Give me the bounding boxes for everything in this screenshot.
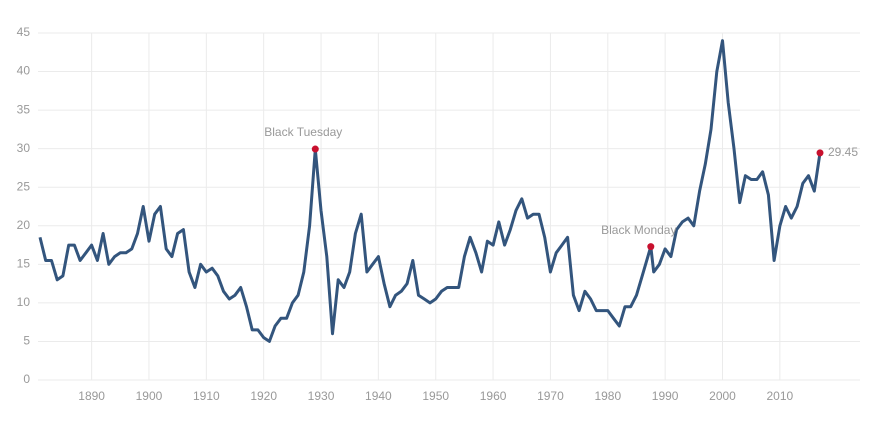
y-tick-label: 20: [17, 218, 31, 232]
x-tick-label: 1900: [136, 389, 163, 403]
end-label: 29.45: [828, 145, 858, 159]
x-tick-label: 2010: [767, 389, 794, 403]
x-tick-label: 1990: [652, 389, 679, 403]
x-tick-label: 2000: [709, 389, 736, 403]
y-tick-label: 45: [17, 25, 31, 39]
y-tick-label: 25: [17, 179, 31, 193]
annotation-point: [311, 145, 319, 153]
x-tick-label: 1910: [193, 389, 220, 403]
y-tick-label: 35: [17, 102, 31, 116]
y-tick-label: 15: [17, 257, 31, 271]
x-tick-label: 1980: [594, 389, 621, 403]
y-tick-label: 0: [23, 372, 30, 386]
x-tick-label: 1940: [365, 389, 392, 403]
x-tick-label: 1960: [480, 389, 507, 403]
line: [38, 39, 822, 343]
x-tick-label: 1890: [78, 389, 105, 403]
y-tick-label: 40: [17, 64, 31, 78]
x-tick-label: 1950: [422, 389, 449, 403]
y-tick-label: 30: [17, 141, 31, 155]
end-point: [816, 149, 824, 157]
x-tick-label: 1920: [250, 389, 277, 403]
y-tick-label: 10: [17, 295, 31, 309]
x-tick-label: 1970: [537, 389, 564, 403]
annotation-point: [647, 243, 655, 251]
x-tick-label: 1930: [308, 389, 335, 403]
y-tick-label: 5: [23, 334, 30, 348]
annotation-label: Black Monday: [601, 223, 676, 237]
annotation-label: Black Tuesday: [264, 125, 342, 139]
